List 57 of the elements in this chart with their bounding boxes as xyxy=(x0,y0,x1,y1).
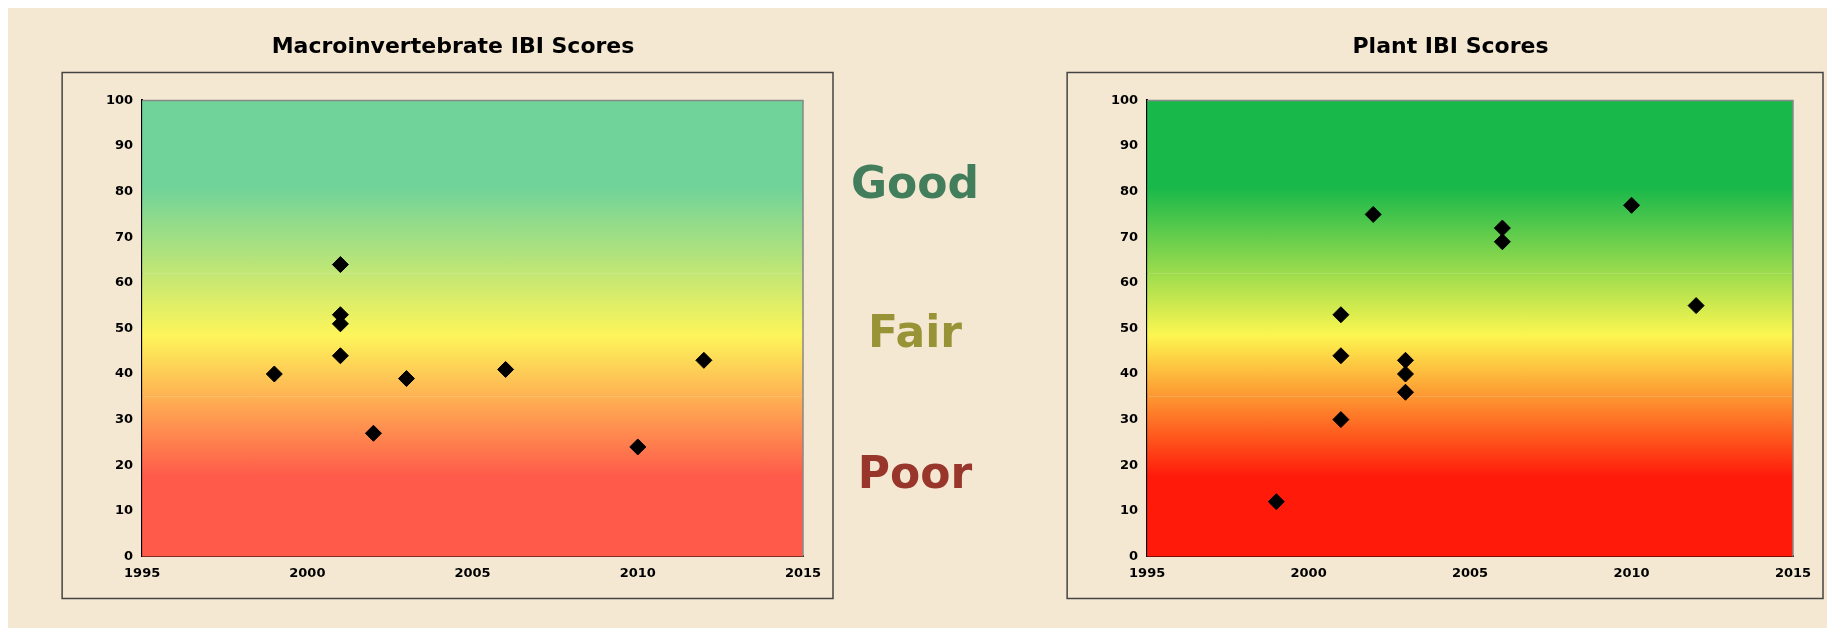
x-tick-label: 2005 xyxy=(454,564,491,580)
point xyxy=(1493,233,1511,251)
y-tick-label: 20 xyxy=(1120,456,1139,472)
point xyxy=(331,256,349,274)
y-tick-label: 100 xyxy=(1111,91,1139,107)
band-label: Fair xyxy=(868,305,963,357)
y-tick-label: 70 xyxy=(1120,228,1139,244)
x-tick-label: 1995 xyxy=(124,564,161,580)
y-tick-label: 80 xyxy=(115,182,134,198)
y-tick-label: 50 xyxy=(115,319,134,335)
y-tick-label: 10 xyxy=(1120,502,1139,518)
point xyxy=(1687,297,1705,315)
band-label: Good xyxy=(850,157,980,209)
point xyxy=(1267,493,1285,511)
point xyxy=(397,370,415,388)
point xyxy=(497,360,515,378)
x-tick-label: 1995 xyxy=(1129,564,1166,580)
x-tick-label: 2010 xyxy=(1613,564,1650,580)
x-tick-label: 2015 xyxy=(784,564,822,580)
point xyxy=(1332,347,1350,365)
y-tick-label: 0 xyxy=(1129,547,1139,563)
y-tick-label: 100 xyxy=(106,91,134,107)
y-tick-label: 40 xyxy=(115,365,134,381)
point xyxy=(1396,365,1414,383)
point xyxy=(265,365,283,383)
point xyxy=(1396,351,1414,369)
point xyxy=(1396,383,1414,401)
y-tick-label: 40 xyxy=(1120,365,1139,381)
point xyxy=(1332,411,1350,429)
point xyxy=(331,347,349,365)
point xyxy=(695,351,713,369)
point xyxy=(1332,306,1350,324)
x-tick-label: 2015 xyxy=(1774,564,1812,580)
y-tick-label: 30 xyxy=(115,410,134,426)
y-tick-label: 80 xyxy=(1120,182,1139,198)
chart-title: Macroinvertebrate IBI Scores xyxy=(271,32,635,58)
y-tick-label: 50 xyxy=(1120,319,1139,335)
y-tick-label: 60 xyxy=(1120,274,1139,290)
point xyxy=(1493,219,1511,237)
y-tick-label: 20 xyxy=(115,456,134,472)
y-tick-label: 70 xyxy=(115,228,134,244)
y-tick-label: 90 xyxy=(115,137,134,153)
point xyxy=(1364,205,1382,223)
point xyxy=(364,424,382,442)
point xyxy=(1623,196,1641,214)
y-tick-label: 30 xyxy=(1120,410,1139,426)
x-tick-label: 2005 xyxy=(1451,564,1489,580)
band-label: Poor xyxy=(857,447,973,499)
y-tick-label: 0 xyxy=(124,547,134,563)
x-tick-label: 2010 xyxy=(619,564,656,580)
x-tick-label: 2000 xyxy=(289,564,326,580)
y-tick-label: 90 xyxy=(1120,137,1139,153)
x-tick-label: 2000 xyxy=(1290,564,1327,580)
point xyxy=(629,438,647,456)
chart-title: Plant IBI Scores xyxy=(1352,32,1549,58)
y-tick-label: 10 xyxy=(115,502,134,518)
y-tick-label: 60 xyxy=(115,274,134,290)
